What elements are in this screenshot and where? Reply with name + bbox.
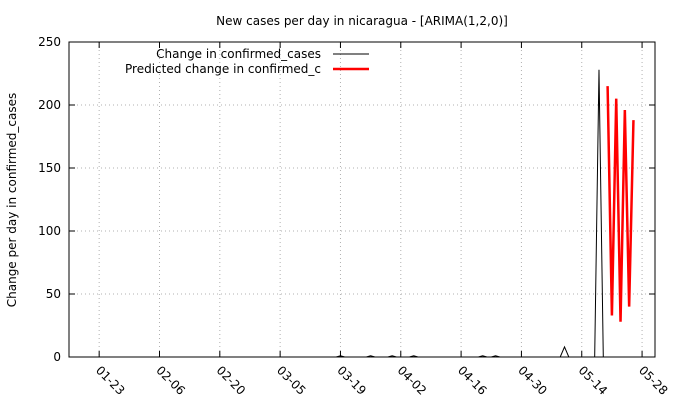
- axis-ticks: 0 50 100 150 200 250 01-23 02-06 02-20 03-05 03-19…: [38, 35, 670, 398]
- legend-label: Predicted change in confirmed_c: [125, 62, 321, 76]
- x-tick-label: 04-02: [395, 363, 430, 398]
- legend-label: Change in confirmed_cases: [156, 47, 321, 61]
- x-tick-label: 03-19: [334, 363, 369, 398]
- y-tick-label: 250: [38, 35, 61, 49]
- chart-title: New cases per day in nicaragua - [ARIMA(…: [216, 14, 508, 28]
- x-tick-label: 02-06: [153, 363, 188, 398]
- x-tick-label: 05-28: [636, 363, 671, 398]
- x-tick-label: 01-23: [93, 363, 128, 398]
- x-tick-label: 04-16: [455, 363, 490, 398]
- y-axis-label: Change per day in confirmed_cases: [5, 93, 19, 308]
- y-tick-label: 150: [38, 161, 61, 175]
- y-tick-label: 200: [38, 98, 61, 112]
- x-tick-label: 03-05: [274, 363, 309, 398]
- series-line-observed: [336, 69, 604, 358]
- series-lines: [336, 69, 635, 358]
- y-tick-label: 50: [46, 287, 61, 301]
- y-tick-label: 100: [38, 224, 61, 238]
- x-tick-label: 02-20: [214, 363, 249, 398]
- y-tick-label: 0: [53, 350, 61, 364]
- grid-lines: [69, 42, 655, 357]
- x-tick-label: 05-14: [576, 363, 611, 398]
- x-tick-label: 04-30: [515, 363, 550, 398]
- series-line-predicted: [606, 86, 635, 322]
- plot-frame: [68, 41, 656, 358]
